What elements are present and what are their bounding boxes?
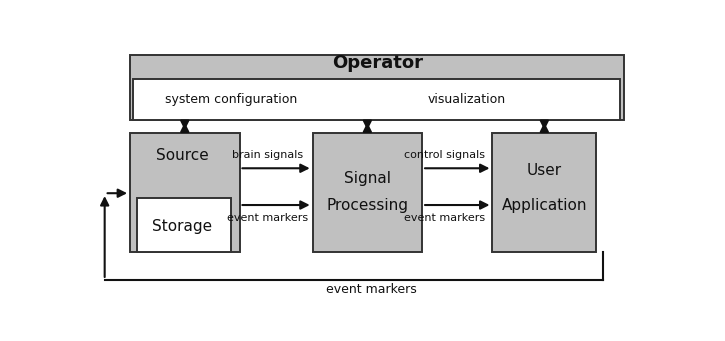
Bar [133,79,621,120]
Text: Storage: Storage [152,219,212,234]
Bar [312,133,422,252]
Bar [492,133,596,252]
Text: visualization: visualization [428,93,506,106]
Text: event markers: event markers [326,283,417,296]
Text: event markers: event markers [227,213,308,223]
Text: system configuration: system configuration [165,93,297,106]
Text: User: User [527,163,562,178]
Bar [130,133,239,252]
Text: Signal: Signal [344,171,391,186]
Bar [137,198,231,252]
Text: brain signals: brain signals [232,150,303,160]
Text: Operator: Operator [331,54,423,72]
Text: control signals: control signals [404,150,485,160]
Text: Processing: Processing [326,197,408,212]
Text: Application: Application [502,197,587,212]
Bar [130,55,624,120]
Text: event markers: event markers [404,213,485,223]
Text: Source: Source [156,148,208,163]
